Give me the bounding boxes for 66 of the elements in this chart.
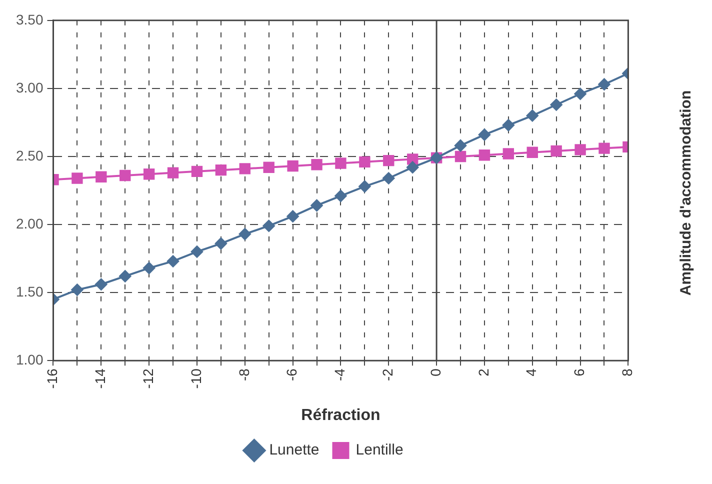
x-tick-label: 2 xyxy=(475,368,492,376)
point xyxy=(382,172,395,184)
y-tick-label: 1.50 xyxy=(16,283,44,300)
point xyxy=(71,284,84,296)
point xyxy=(72,172,83,184)
point xyxy=(262,220,275,232)
x-tick-label: -8 xyxy=(236,368,252,382)
y-tick-label: 2.50 xyxy=(16,147,44,164)
point xyxy=(311,159,322,170)
point xyxy=(120,170,131,182)
point xyxy=(550,145,562,157)
point xyxy=(502,148,514,160)
point xyxy=(286,210,299,222)
point xyxy=(359,156,370,168)
point xyxy=(119,270,132,282)
y-tick-label: 3.50 xyxy=(16,11,44,28)
point xyxy=(454,140,467,152)
y-tick-label: 3.00 xyxy=(16,79,44,96)
point xyxy=(310,199,323,212)
point xyxy=(526,110,538,122)
point xyxy=(215,164,227,176)
y-tick-label: 1.00 xyxy=(16,351,44,368)
point xyxy=(143,262,156,274)
point xyxy=(143,168,155,180)
y-axis-title: Amplitude d'accommodation xyxy=(678,90,694,296)
point xyxy=(358,180,371,192)
point xyxy=(96,171,107,182)
x-tick-label: -12 xyxy=(140,368,156,389)
legend-label: Lunette xyxy=(269,442,320,459)
point xyxy=(287,160,298,172)
point xyxy=(406,161,419,174)
legend-label: Lentille xyxy=(356,442,404,459)
point xyxy=(191,166,203,178)
point xyxy=(335,158,346,169)
point xyxy=(502,119,514,132)
point xyxy=(383,154,394,166)
point xyxy=(238,228,251,240)
point xyxy=(214,238,227,250)
x-tick-label: -6 xyxy=(284,368,300,382)
x-axis-title: Réfraction xyxy=(301,406,380,424)
point xyxy=(478,150,490,161)
x-tick-label: -14 xyxy=(92,368,108,389)
point xyxy=(550,98,562,111)
x-tick-label: -4 xyxy=(332,368,348,382)
point xyxy=(574,144,586,156)
point xyxy=(167,167,179,178)
point xyxy=(598,78,610,90)
point xyxy=(574,88,586,100)
point xyxy=(478,128,490,141)
x-tick-label: 4 xyxy=(523,368,540,376)
point xyxy=(598,142,610,154)
x-tick-label: 8 xyxy=(619,368,636,376)
x-tick-label: -16 xyxy=(44,368,60,389)
point xyxy=(454,150,466,162)
x-tick-label: 0 xyxy=(427,368,444,376)
point xyxy=(263,162,274,173)
y-tick-label: 2.00 xyxy=(16,215,44,232)
x-tick-label: -2 xyxy=(379,368,396,382)
point xyxy=(334,190,347,202)
point xyxy=(95,278,108,290)
point xyxy=(526,146,538,158)
x-tick-label: -10 xyxy=(188,368,204,389)
point xyxy=(167,255,180,268)
point xyxy=(239,163,250,174)
x-tick-label: 6 xyxy=(571,368,588,376)
point xyxy=(190,246,203,258)
